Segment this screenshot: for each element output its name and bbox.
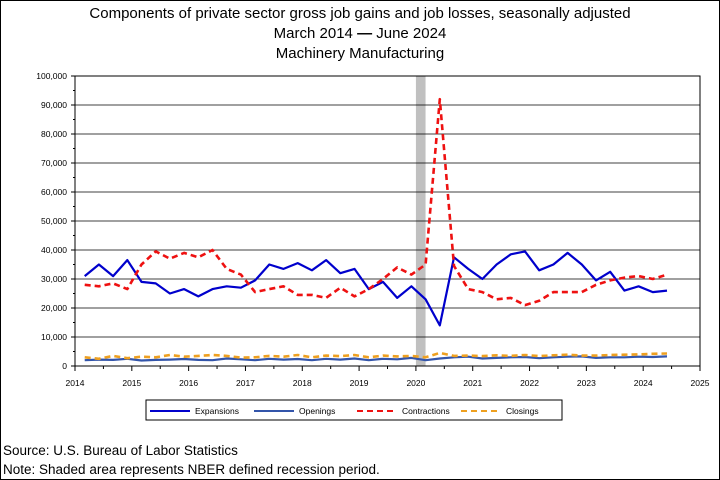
grid-layer xyxy=(75,75,700,338)
x-tick-label: 2018 xyxy=(293,378,312,388)
series-line-contractions xyxy=(84,97,668,307)
subtitle-start-date: March 2014 xyxy=(273,25,353,42)
subtitle-dash: — xyxy=(357,25,373,42)
x-tick-label: 2022 xyxy=(520,378,539,388)
y-tick-label: 90,000 xyxy=(41,100,67,110)
subtitle-end-date: June 2024 xyxy=(376,25,447,42)
axis-layer: 0 10,000 20,000 30,000 40,000 50,000 60,000 70,… xyxy=(36,71,709,388)
x-tick-label: 2016 xyxy=(179,378,198,388)
series-line-openings xyxy=(84,355,668,362)
legend-box xyxy=(145,399,563,421)
x-tick-label: 2024 xyxy=(634,378,653,388)
series-line-closings xyxy=(84,351,668,361)
chart-title: Components of private sector gross job g… xyxy=(89,5,631,22)
y-tick-label: 50,000 xyxy=(41,216,67,226)
recession-note: Note: Shaded area represents NBER define… xyxy=(3,462,380,477)
y-tick-label: 80,000 xyxy=(41,129,67,139)
y-tick-label: 40,000 xyxy=(41,245,67,255)
legend-label-contractions: Contractions xyxy=(402,406,450,416)
legend-label-expansions: Expansions xyxy=(195,406,239,416)
series-layer xyxy=(84,97,668,362)
series-line-expansions xyxy=(84,250,668,327)
y-tick-label: 60,000 xyxy=(41,187,67,197)
y-tick-label: 20,000 xyxy=(41,303,67,313)
x-tick-label: 2025 xyxy=(691,378,710,388)
chart-subtitle-industry: Machinery Manufacturing xyxy=(275,45,445,62)
source-note: Source: U.S. Bureau of Labor Statistics xyxy=(3,443,238,458)
legend-label-closings: Closings xyxy=(506,406,539,416)
line-chart: 0 10,000 20,000 30,000 40,000 50,000 60,000 70,… xyxy=(36,71,710,421)
legend-layer: Expansions Openings Contractions Closings xyxy=(145,399,563,421)
chart-titles: Components of private sector gross job g… xyxy=(0,4,720,64)
y-tick-label: 10,000 xyxy=(41,332,67,342)
y-tick-label: 30,000 xyxy=(41,274,67,284)
x-tick-label: 2021 xyxy=(463,378,482,388)
x-tick-label: 2014 xyxy=(66,378,85,388)
x-tick-label: 2017 xyxy=(236,378,255,388)
y-tick-label: 0 xyxy=(62,361,67,371)
x-tick-label: 2023 xyxy=(577,378,596,388)
chart-notes: Source: U.S. Bureau of Labor Statistics … xyxy=(3,441,380,479)
x-tick-label: 2015 xyxy=(122,378,141,388)
x-tick-label: 2020 xyxy=(406,378,425,388)
legend-label-openings: Openings xyxy=(299,406,335,416)
y-tick-label: 70,000 xyxy=(41,158,67,168)
y-tick-label: 100,000 xyxy=(36,71,67,81)
chart-subtitle-dates: March 2014 — June 2024 xyxy=(0,24,720,44)
x-tick-label: 2019 xyxy=(350,378,369,388)
